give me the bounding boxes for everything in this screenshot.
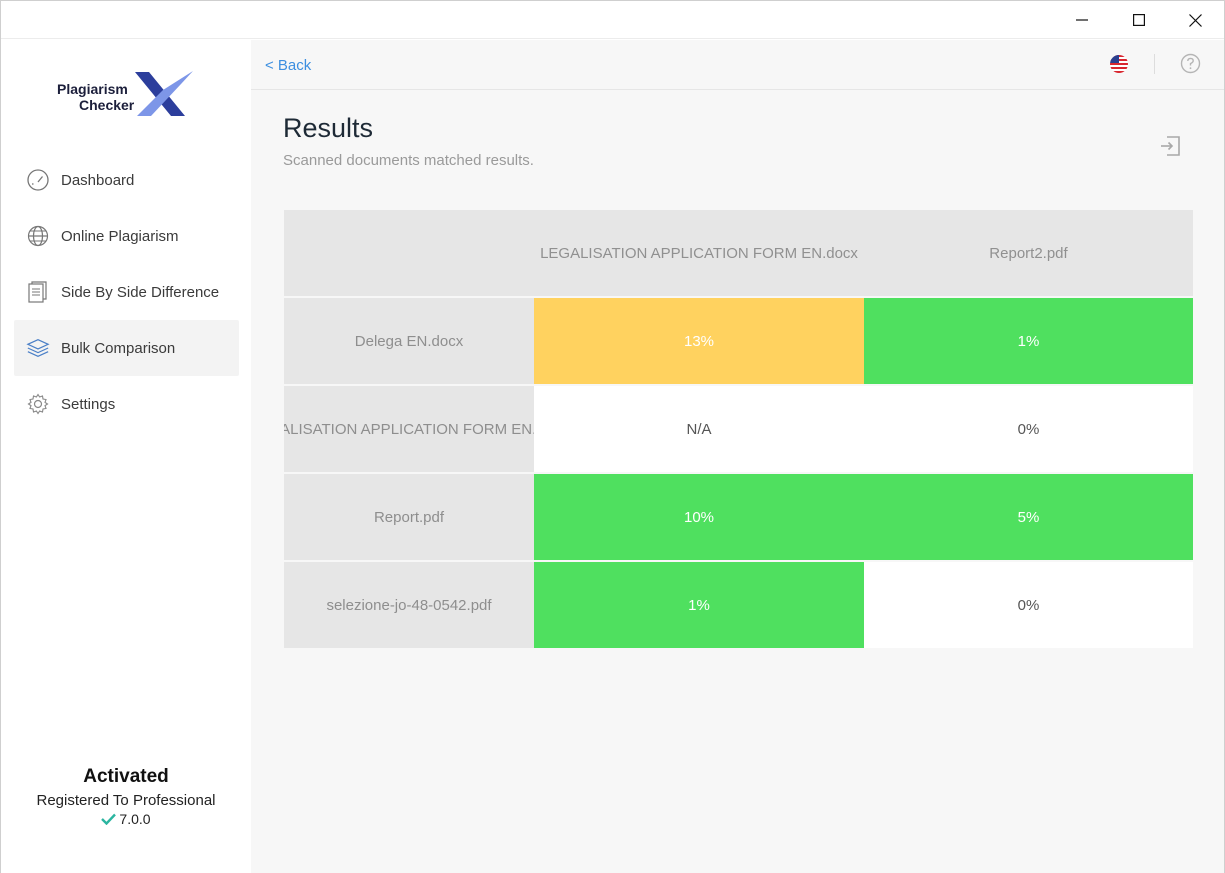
export-icon[interactable] bbox=[1159, 135, 1183, 162]
column-header: LEGALISATION APPLICATION FORM EN.docx bbox=[540, 244, 858, 262]
minimize-button[interactable] bbox=[1053, 1, 1110, 39]
gauge-icon bbox=[26, 168, 50, 192]
sidebar-item-label: Side By Side Difference bbox=[61, 283, 220, 301]
match-cell[interactable]: 1% bbox=[864, 298, 1193, 384]
check-icon bbox=[101, 813, 117, 825]
topbar-divider bbox=[1154, 54, 1155, 74]
version-number: 7.0.0 bbox=[119, 811, 151, 827]
match-cell[interactable]: 13% bbox=[534, 298, 864, 384]
close-button[interactable] bbox=[1167, 1, 1224, 39]
page-title: Results bbox=[283, 113, 374, 143]
version-info: 7.0.0 bbox=[1, 811, 251, 827]
match-cell[interactable]: 0% bbox=[864, 562, 1193, 648]
close-icon bbox=[1189, 13, 1202, 27]
gear-icon bbox=[26, 392, 50, 416]
sidebar: Plagiarism Checker Dashboard Online Plag… bbox=[1, 40, 251, 873]
top-bar: < Back bbox=[251, 40, 1224, 90]
table-row: LEGALISATION APPLICATION FORM EN.docx N/… bbox=[284, 386, 1193, 472]
layers-icon bbox=[26, 336, 50, 360]
sidebar-item-online-plagiarism[interactable]: Online Plagiarism bbox=[14, 208, 239, 264]
maximize-button[interactable] bbox=[1110, 1, 1167, 39]
match-cell[interactable]: 5% bbox=[864, 474, 1193, 560]
match-cell[interactable]: 0% bbox=[864, 386, 1193, 472]
row-header: Report.pdf bbox=[284, 474, 534, 560]
help-icon[interactable] bbox=[1180, 53, 1201, 79]
column-header: Report2.pdf bbox=[989, 244, 1068, 262]
license-footer: Activated Registered To Professional 7.0… bbox=[1, 766, 251, 827]
table-corner-cell bbox=[284, 210, 534, 296]
us-flag-icon[interactable] bbox=[1109, 54, 1129, 79]
sidebar-item-label: Settings bbox=[61, 395, 116, 413]
sidebar-item-dashboard[interactable]: Dashboard bbox=[14, 152, 239, 208]
page-subtitle: Scanned documents matched results. bbox=[283, 152, 534, 169]
row-header: Delega EN.docx bbox=[284, 298, 534, 384]
results-table: LEGALISATION APPLICATION FORM EN.docx Re… bbox=[284, 210, 1193, 648]
maximize-icon bbox=[1132, 14, 1145, 26]
document-icon bbox=[26, 280, 50, 304]
logo-x-mark bbox=[135, 71, 193, 116]
sidebar-item-label: Dashboard bbox=[61, 171, 135, 189]
main-content: < Back bbox=[251, 40, 1224, 873]
sidebar-item-label: Bulk Comparison bbox=[61, 339, 176, 357]
match-cell[interactable]: 1% bbox=[534, 562, 864, 648]
minimize-icon bbox=[1075, 19, 1088, 21]
table-header-row: LEGALISATION APPLICATION FORM EN.docx Re… bbox=[284, 210, 1193, 296]
table-row: Delega EN.docx 13% 1% bbox=[284, 298, 1193, 384]
table-row: selezione-jo-48-0542.pdf 1% 0% bbox=[284, 562, 1193, 648]
logo-text-line2: Checker bbox=[79, 97, 135, 113]
activation-status: Activated bbox=[83, 766, 169, 787]
title-bar bbox=[1, 1, 1224, 39]
row-header: selezione-jo-48-0542.pdf bbox=[284, 562, 534, 648]
registration-text: Registered To Professional bbox=[36, 792, 216, 809]
back-link[interactable]: < Back bbox=[265, 57, 312, 74]
sidebar-item-label: Online Plagiarism bbox=[61, 227, 179, 245]
logo-text-line1: Plagiarism bbox=[57, 81, 128, 97]
sidebar-item-bulk-comparison[interactable]: Bulk Comparison bbox=[14, 320, 239, 376]
app-logo: Plagiarism Checker bbox=[53, 68, 203, 126]
row-header: LEGALISATION APPLICATION FORM EN.docx bbox=[284, 386, 534, 472]
match-cell[interactable]: 10% bbox=[534, 474, 864, 560]
match-cell[interactable]: N/A bbox=[534, 386, 864, 472]
table-row: Report.pdf 10% 5% bbox=[284, 474, 1193, 560]
globe-icon bbox=[26, 224, 50, 248]
sidebar-item-settings[interactable]: Settings bbox=[14, 376, 239, 432]
sidebar-nav: Dashboard Online Plagiarism Side By Side… bbox=[14, 152, 239, 432]
sidebar-item-side-by-side[interactable]: Side By Side Difference bbox=[14, 264, 239, 320]
